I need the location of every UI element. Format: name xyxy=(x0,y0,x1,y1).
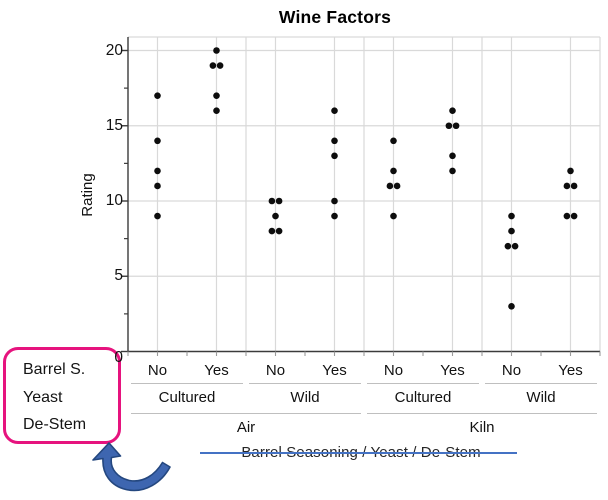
data-point xyxy=(272,212,279,220)
data-point xyxy=(275,197,283,205)
data-point xyxy=(154,167,161,175)
x-level2-label: Wild xyxy=(290,389,320,406)
data-point xyxy=(570,182,578,190)
data-point xyxy=(331,152,338,160)
data-point xyxy=(449,167,456,175)
data-point xyxy=(331,197,338,205)
data-point xyxy=(390,212,397,220)
x-separator-line xyxy=(249,383,361,384)
data-point xyxy=(508,227,515,235)
data-point xyxy=(511,242,519,250)
data-point xyxy=(154,182,161,190)
x-level1-label: No xyxy=(147,362,168,379)
y-tick-label: 0 xyxy=(114,348,123,366)
x-level1-label: No xyxy=(501,362,522,379)
strikethrough-line xyxy=(200,452,517,454)
data-point xyxy=(275,227,283,235)
y-tick-label: 10 xyxy=(105,192,123,209)
factor-legend-callout: Barrel S. Yeast De-Stem xyxy=(3,347,121,444)
data-point xyxy=(213,92,220,99)
data-point xyxy=(452,122,460,130)
data-point xyxy=(268,227,276,235)
x-level2-label: Wild xyxy=(526,389,556,406)
callout-factor-label: Barrel S. xyxy=(23,361,86,378)
x-level1-label: Yes xyxy=(558,362,583,379)
x-level1-label: No xyxy=(265,362,286,379)
x-level1-label: Yes xyxy=(440,362,465,379)
data-point xyxy=(154,212,161,220)
x-separator-line xyxy=(367,383,479,384)
data-point xyxy=(216,62,224,69)
x-level3-label: Air xyxy=(236,419,256,436)
x-level1-label: No xyxy=(383,362,404,379)
x-separator-line xyxy=(485,383,597,384)
callout-factor-label: Yeast xyxy=(23,388,63,406)
data-point xyxy=(508,212,515,220)
data-point xyxy=(449,107,456,114)
data-point xyxy=(508,303,515,310)
data-point xyxy=(268,197,276,205)
data-point xyxy=(154,92,161,99)
callout-factor-label: De-Stem xyxy=(23,416,87,433)
data-point xyxy=(393,182,401,190)
data-point xyxy=(570,212,578,220)
data-point xyxy=(209,62,217,69)
data-point xyxy=(331,212,338,220)
y-tick-label: 15 xyxy=(105,116,123,134)
x-level1-label: Yes xyxy=(204,362,229,379)
data-point xyxy=(154,137,161,145)
data-point xyxy=(504,242,512,250)
chart-title: Wine Factors xyxy=(278,7,392,27)
data-point xyxy=(331,107,338,114)
data-point xyxy=(567,167,574,175)
x-level1-label: Yes xyxy=(322,362,347,379)
x-level2-label: Cultured xyxy=(394,389,452,406)
x-separator-line xyxy=(367,413,597,414)
x-separator-line xyxy=(131,383,243,384)
data-point xyxy=(563,182,571,190)
data-point xyxy=(445,122,453,130)
x-separator-line xyxy=(131,413,361,414)
curved-up-arrow-icon xyxy=(92,442,171,492)
data-point xyxy=(386,182,394,190)
data-point xyxy=(213,107,220,114)
y-tick-label: 20 xyxy=(105,41,123,59)
data-point xyxy=(390,167,397,175)
data-point xyxy=(331,137,338,145)
data-point xyxy=(390,137,397,145)
data-point xyxy=(213,47,220,54)
x-level3-label: Kiln xyxy=(469,419,495,436)
data-point xyxy=(563,212,571,220)
y-tick-label: 5 xyxy=(114,267,123,285)
x-level2-label: Cultured xyxy=(158,389,216,406)
data-point xyxy=(449,152,456,160)
